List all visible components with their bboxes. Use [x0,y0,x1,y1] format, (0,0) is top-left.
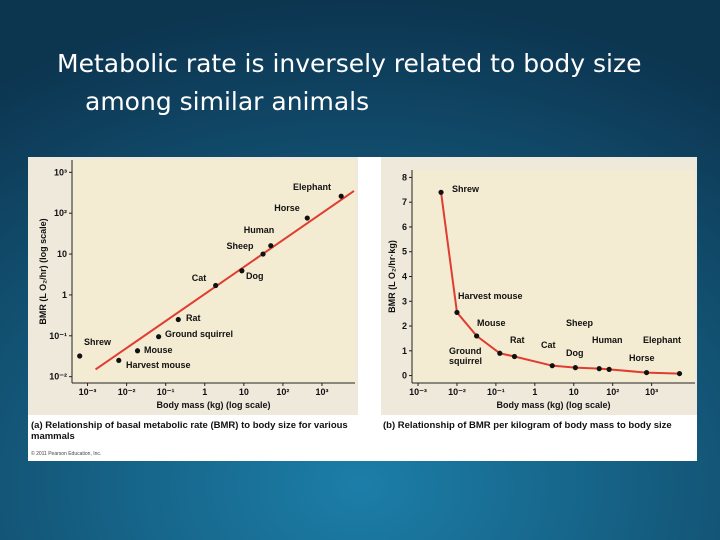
y-tick-label: 5 [402,247,407,257]
y-tick-label: 10⁻¹ [49,331,67,341]
data-point [474,333,480,339]
data-point [213,282,219,289]
y-tick-label: 0 [402,371,407,381]
y-axis-label: BMR (L O₂/hr) (log scale) [38,218,48,324]
y-tick-label: 10⁻² [49,372,67,382]
x-tick-label: 10² [276,387,289,397]
x-tick-label: 10³ [315,387,328,397]
data-point [549,363,555,369]
data-point [77,353,83,359]
point-label: Dog [566,348,584,358]
data-point [438,189,444,195]
point-label-box: Ground squirrel [449,346,483,366]
y-tick-label: 2 [402,321,407,331]
caption: (b) Relationship of BMR per kilogram of … [383,420,672,431]
point-label: Harvest mouse [126,360,191,370]
x-axis-label: Body mass (kg) (log scale) [156,400,270,410]
data-point [596,366,602,372]
point-label: Horse [274,203,300,213]
data-point [497,350,503,356]
data-point [676,370,683,377]
x-tick-label: 10⁻¹ [157,387,175,397]
y-tick-label: 10³ [54,167,67,177]
slide-title: Metabolic rate is inversely related to b… [57,49,641,78]
point-label: Rat [510,335,525,345]
x-axis-label: Body mass (kg) (log scale) [496,400,610,410]
point-label: Cat [192,273,207,283]
slide-title: among similar animals [85,87,369,116]
point-label: Ground squirrel [449,346,483,366]
point-label: Elephant [293,182,331,192]
copyright: © 2011 Pearson Education, Inc. [31,450,101,457]
caption-box: (a) Relationship of basal metabolic rate… [31,420,348,442]
x-tick-label: 10 [239,387,249,397]
point-label: Rat [186,313,201,323]
point-label: Elephant [643,335,681,345]
data-point [116,357,122,364]
x-tick-label: 10² [606,387,619,397]
data-point [606,366,612,372]
point-label: Shrew [452,184,480,194]
x-tick-label: 10⁻¹ [487,387,505,397]
point-label: Human [244,225,275,235]
x-tick-label: 10⁻³ [79,387,97,397]
y-tick-label: 1 [402,346,407,356]
point-label: Human [592,335,623,345]
point-label: Sheep [226,241,254,251]
data-point [304,215,310,221]
caption: (a) Relationship of basal metabolic rate… [31,420,348,442]
x-tick-label: 1 [202,387,207,397]
data-point [338,193,344,199]
x-tick-label: 10⁻² [448,387,466,397]
point-label: Ground squirrel [165,329,233,339]
data-point [156,334,162,340]
point-label: Shrew [84,337,112,347]
y-tick-label: 7 [402,197,407,207]
data-point [239,268,245,274]
x-tick-label: 10⁻² [118,387,136,397]
x-tick-label: 10⁻³ [409,387,427,397]
y-tick-label: 4 [402,272,407,282]
y-axis-label: BMR (L O₂/hr·kg) [387,240,397,313]
point-label: Sheep [566,318,594,328]
plot-area [412,170,695,383]
data-point [643,369,650,376]
y-tick-label: 1 [62,290,67,300]
data-point [134,348,141,354]
data-point [572,365,578,371]
point-label: Horse [629,353,655,363]
point-label: Harvest mouse [458,291,523,301]
data-point [175,316,181,323]
point-label: Mouse [144,345,173,355]
y-tick-label: 6 [402,222,407,232]
x-tick-label: 1 [532,387,537,397]
x-tick-label: 10 [569,387,579,397]
y-tick-label: 10 [57,249,67,259]
data-point [454,309,460,316]
point-label: Cat [541,340,556,350]
trend-line [94,190,355,371]
data-point [260,251,266,257]
x-tick-label: 10³ [645,387,658,397]
data-point [268,243,274,249]
y-tick-label: 8 [402,172,407,182]
data-point [511,353,518,360]
y-tick-label: 3 [402,296,407,306]
plot-area [72,160,355,383]
y-tick-label: 10² [54,208,67,218]
point-label: Mouse [477,318,506,328]
point-label: Dog [246,271,264,281]
caption-box: (b) Relationship of BMR per kilogram of … [383,420,672,431]
